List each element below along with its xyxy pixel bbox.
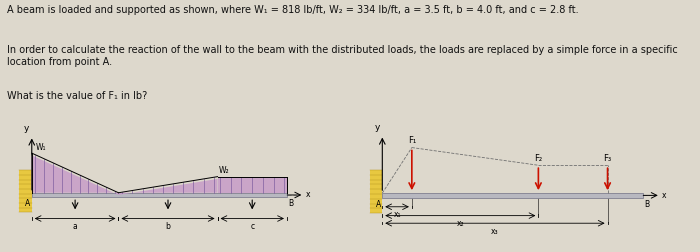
Text: y: y xyxy=(374,123,380,132)
Text: A: A xyxy=(25,199,31,208)
FancyBboxPatch shape xyxy=(382,193,643,198)
Text: W₂: W₂ xyxy=(219,166,230,175)
Text: A beam is loaded and supported as shown, where W₁ = 818 lb/ft, W₂ = 334 lb/ft, a: A beam is loaded and supported as shown,… xyxy=(7,5,579,15)
Text: B: B xyxy=(288,199,293,208)
Text: a: a xyxy=(73,222,78,231)
Polygon shape xyxy=(32,155,118,195)
Polygon shape xyxy=(218,177,287,193)
Text: y: y xyxy=(24,124,29,133)
Text: x: x xyxy=(305,191,310,200)
Text: F₃: F₃ xyxy=(603,154,612,163)
Polygon shape xyxy=(118,179,218,195)
FancyBboxPatch shape xyxy=(32,193,287,197)
Text: x: x xyxy=(662,191,666,200)
Text: x₃: x₃ xyxy=(491,227,498,236)
Text: F₁: F₁ xyxy=(407,136,416,145)
Text: What is the value of F₁ in lb?: What is the value of F₁ in lb? xyxy=(7,91,147,101)
Text: W₁: W₁ xyxy=(36,143,46,152)
Text: F₂: F₂ xyxy=(534,154,542,163)
Polygon shape xyxy=(20,170,32,212)
Text: x₂: x₂ xyxy=(456,219,464,228)
Text: B: B xyxy=(644,200,650,209)
Text: c: c xyxy=(250,222,254,231)
Text: x₁: x₁ xyxy=(393,210,401,219)
Polygon shape xyxy=(370,170,382,213)
Text: In order to calculate the reaction of the wall to the beam with the distributed : In order to calculate the reaction of th… xyxy=(7,45,678,67)
Text: b: b xyxy=(166,222,170,231)
Text: A: A xyxy=(376,200,381,209)
